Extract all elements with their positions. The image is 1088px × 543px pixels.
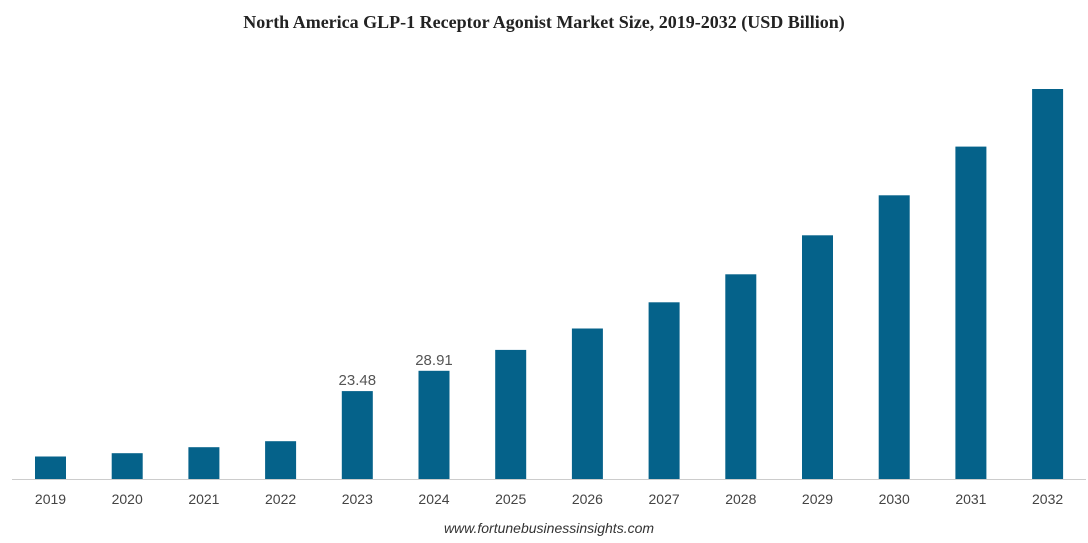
chart-title: North America GLP-1 Receptor Agonist Mar… xyxy=(243,12,845,32)
bar-2026 xyxy=(571,328,603,479)
x-tick-label-2019: 2019 xyxy=(35,491,66,507)
x-tick-label-2023: 2023 xyxy=(342,491,373,507)
x-tick-label-2029: 2029 xyxy=(802,491,833,507)
x-tick-label-2025: 2025 xyxy=(495,491,526,507)
bar-2030 xyxy=(878,195,910,480)
bar-2024 xyxy=(418,370,450,479)
x-tick-label-2031: 2031 xyxy=(955,491,986,507)
source-credit: www.fortunebusinessinsights.com xyxy=(443,520,655,536)
bar-2023 xyxy=(341,391,373,479)
bar-2031 xyxy=(955,146,987,479)
bar-2027 xyxy=(648,302,680,479)
x-tick-label-2030: 2030 xyxy=(879,491,910,507)
bar-2032 xyxy=(1032,89,1064,479)
data-label-2024: 28.91 xyxy=(415,352,453,369)
bar-2022 xyxy=(265,441,297,479)
x-tick-label-2026: 2026 xyxy=(572,491,603,507)
bar-2029 xyxy=(802,235,833,479)
data-label-2023: 23.48 xyxy=(339,372,377,389)
x-tick-label-2027: 2027 xyxy=(649,491,680,507)
bar-2021 xyxy=(188,447,220,479)
bar-2028 xyxy=(725,274,757,479)
x-tick-label-2021: 2021 xyxy=(188,491,219,507)
bar-2025 xyxy=(495,349,527,479)
x-tick-label-2024: 2024 xyxy=(418,491,449,507)
x-tick-label-2022: 2022 xyxy=(265,491,296,507)
x-tick-label-2028: 2028 xyxy=(725,491,756,507)
bar-2019 xyxy=(35,456,66,479)
bar-2020 xyxy=(111,453,143,479)
x-tick-label-2032: 2032 xyxy=(1032,491,1063,507)
x-tick-label-2020: 2020 xyxy=(112,491,143,507)
